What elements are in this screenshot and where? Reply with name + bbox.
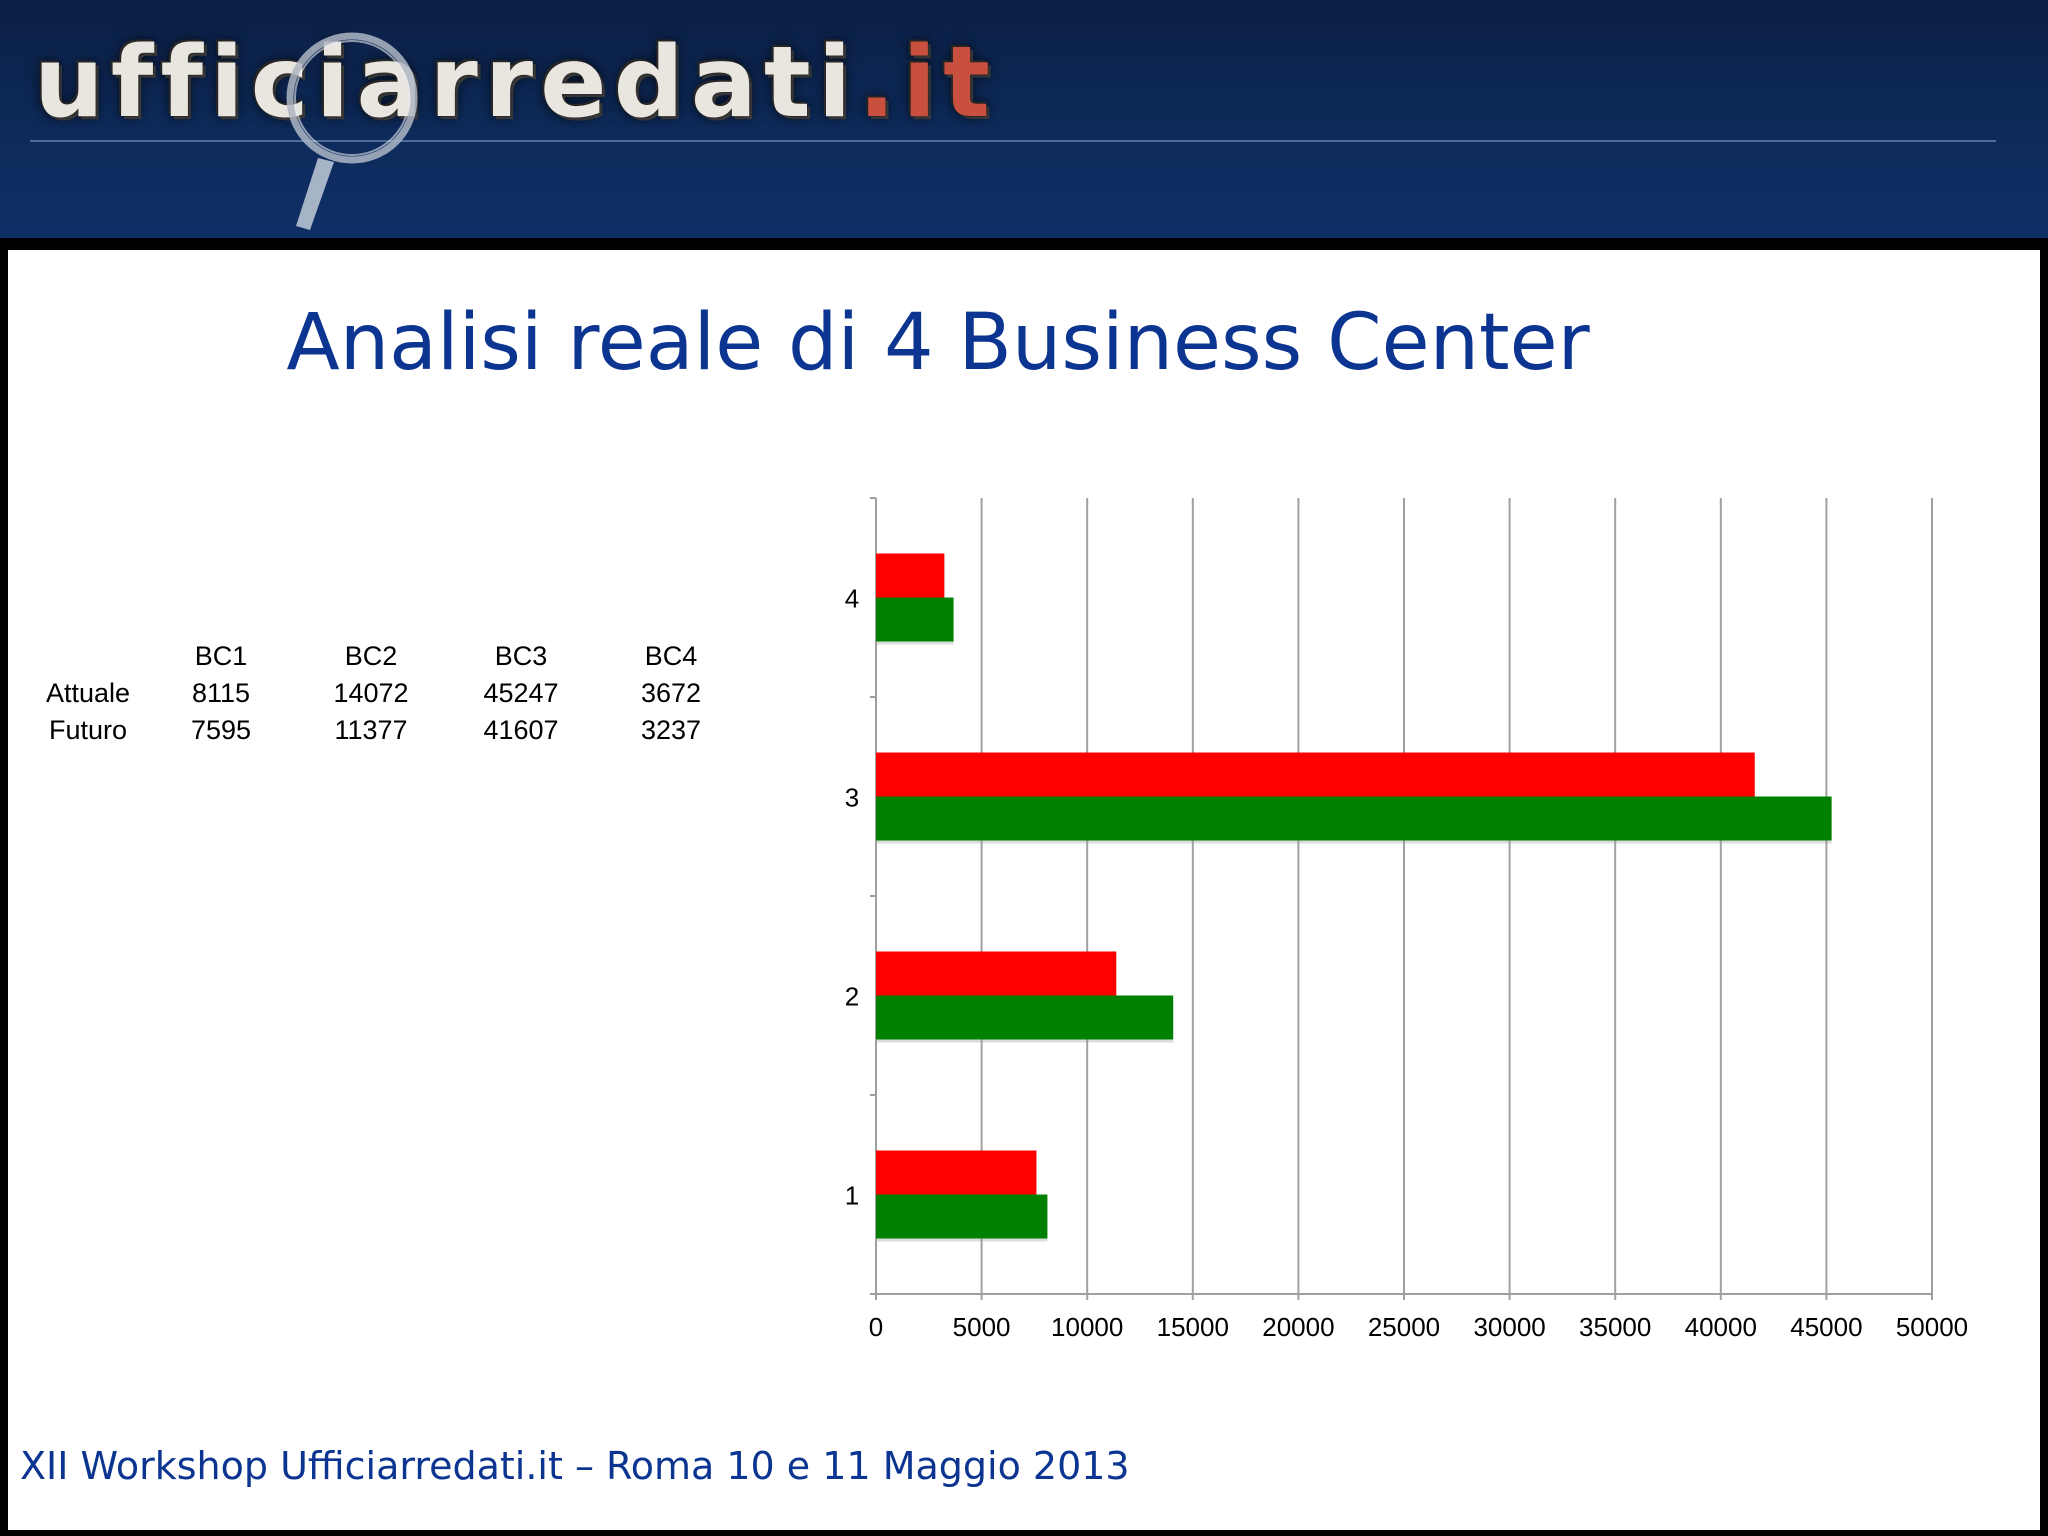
bar	[876, 752, 1755, 797]
bar	[876, 1150, 1037, 1195]
table-cell: 8115	[191, 678, 251, 708]
table-header-cell: BC4	[644, 641, 698, 671]
table-cell: 7595	[190, 715, 252, 745]
table-row-label: Attuale	[45, 678, 131, 708]
table-row: Futuro 7595 11377 41607 3237	[30, 712, 746, 749]
slide-body: Analisi reale di 4 Business Center BC1 B…	[8, 250, 2040, 1530]
y-tick-label: 1	[845, 1181, 859, 1211]
table-header-cell: BC2	[344, 641, 398, 671]
bar-chart: 0 5000 10000 15000 20000 25000 30000 35000 40000…	[845, 497, 1968, 1342]
table-cell: 45247	[483, 678, 559, 708]
bar	[876, 1194, 1048, 1239]
x-tick-label: 30000	[1473, 1312, 1545, 1342]
data-table: BC1 BC2 BC3 BC4 Attuale 8115 14072 45247…	[30, 638, 746, 749]
x-tick-label: 25000	[1368, 1312, 1440, 1342]
y-tick-label: 3	[845, 783, 859, 813]
bar	[876, 796, 1832, 841]
table-row: Attuale 8115 14072 45247 3672	[30, 675, 746, 712]
table-cell: 3237	[640, 715, 702, 745]
x-tick-label: 5000	[953, 1312, 1011, 1342]
bar	[876, 995, 1174, 1040]
slide-title: Analisi reale di 4 Business Center	[286, 298, 1590, 388]
logo-main-text: ufficiarredati	[34, 26, 859, 140]
x-tick-label: 45000	[1790, 1312, 1862, 1342]
table-cell: 14072	[333, 678, 409, 708]
header-banner: ufficiarredati.it	[0, 0, 2048, 238]
x-tick-label: 0	[869, 1312, 883, 1342]
x-tick-label: 15000	[1157, 1312, 1229, 1342]
x-tick-label: 50000	[1896, 1312, 1968, 1342]
x-tick-label: 10000	[1051, 1312, 1123, 1342]
bar	[876, 951, 1117, 996]
table-cell: 11377	[334, 715, 408, 745]
x-tick-label: 35000	[1579, 1312, 1651, 1342]
table-row-label: Futuro	[48, 715, 128, 745]
y-tick-label: 2	[845, 982, 859, 1012]
x-tick-label: 20000	[1262, 1312, 1334, 1342]
site-logo: ufficiarredati.it	[34, 34, 997, 132]
table-header-cell: BC1	[194, 641, 248, 671]
header-divider	[30, 140, 1996, 142]
table-cell: 41607	[483, 715, 559, 745]
table-header-cell: BC3	[494, 641, 548, 671]
table-header-row: BC1 BC2 BC3 BC4	[30, 638, 746, 675]
table-cell: 3672	[640, 678, 702, 708]
x-tick-label: 40000	[1685, 1312, 1757, 1342]
y-tick-label: 4	[845, 584, 859, 614]
logo-tld-text: .it	[858, 26, 997, 140]
slide-footer: XII Workshop Ufficiarredati.it – Roma 10…	[20, 1444, 1130, 1488]
bar	[876, 553, 945, 598]
bar	[876, 597, 954, 642]
